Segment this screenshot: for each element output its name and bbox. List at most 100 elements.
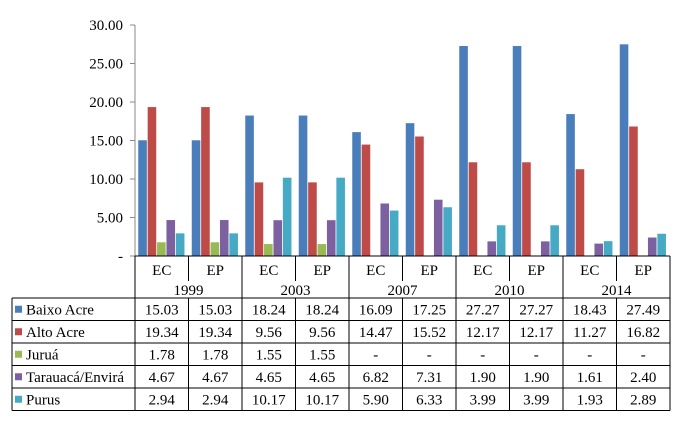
data-label: 1.78 <box>202 347 228 363</box>
x-year-label: 2014 <box>602 283 633 299</box>
data-label: 18.24 <box>252 302 286 318</box>
bar <box>512 46 522 256</box>
legend-label: Tarauacá/Envirá <box>26 370 124 386</box>
data-label: 2.40 <box>630 370 656 386</box>
bar <box>443 207 452 256</box>
data-label: 16.09 <box>359 302 393 318</box>
data-label: 9.56 <box>309 325 336 341</box>
data-label: 18.24 <box>305 302 339 318</box>
x-category-label: EP <box>634 263 652 279</box>
bar <box>317 244 327 256</box>
bars <box>138 44 666 257</box>
bar <box>282 177 292 256</box>
bar <box>166 220 176 256</box>
legend-swatch <box>15 350 22 358</box>
data-label: - <box>534 347 539 363</box>
y-axis: - 5.00 10.00 15.00 20.00 25.00 30.00 <box>89 18 136 265</box>
data-label: - <box>373 347 378 363</box>
data-label: 12.17 <box>519 325 553 341</box>
legend-label: Alto Acre <box>26 325 85 341</box>
legend-swatch <box>15 395 22 403</box>
x-year-label: 2010 <box>495 283 525 299</box>
data-label: 14.47 <box>359 325 393 341</box>
data-label: 2.94 <box>149 392 176 408</box>
data-label: 1.78 <box>149 347 175 363</box>
data-label: 18.43 <box>573 302 607 318</box>
bar <box>175 233 185 256</box>
x-category-label: EP <box>313 263 331 279</box>
bar <box>389 210 399 256</box>
data-label: 1.55 <box>256 347 282 363</box>
bar <box>487 241 497 256</box>
bar <box>352 132 361 256</box>
data-label: 7.31 <box>416 370 442 386</box>
bar <box>308 182 317 256</box>
y-tick-label: 25.00 <box>89 57 123 73</box>
bar <box>147 107 157 256</box>
data-label: 19.34 <box>198 325 232 341</box>
bar <box>361 144 371 256</box>
data-label: 1.55 <box>309 347 335 363</box>
bar <box>273 220 283 256</box>
bar <box>459 46 468 256</box>
bar <box>254 182 264 256</box>
data-label: 19.34 <box>145 325 179 341</box>
bar <box>522 162 531 256</box>
data-label: - <box>587 347 592 363</box>
y-tick-label: 15.00 <box>89 134 123 150</box>
data-label: 2.94 <box>202 392 229 408</box>
data-label: 15.03 <box>145 302 179 318</box>
bar <box>540 241 550 256</box>
data-label: 27.27 <box>466 302 500 318</box>
x-year-label: 2007 <box>388 283 419 299</box>
bar <box>326 220 336 256</box>
y-tick-label: 5.00 <box>97 211 123 227</box>
bar <box>619 44 629 256</box>
bar <box>336 177 345 256</box>
data-label: 17.25 <box>412 302 446 318</box>
y-tick-label: 20.00 <box>89 95 123 111</box>
data-label: - <box>427 347 432 363</box>
legend-label: Baixo Acre <box>26 302 94 318</box>
y-tick-label: 30.00 <box>89 18 123 34</box>
legend-label: Purus <box>26 392 60 408</box>
data-label: 1.90 <box>523 370 549 386</box>
x-category-label: EC <box>152 263 171 279</box>
data-label: 4.67 <box>149 370 176 386</box>
bar <box>380 203 390 256</box>
data-label: 6.82 <box>363 370 389 386</box>
data-label: 5.90 <box>363 392 389 408</box>
bar <box>201 107 210 256</box>
legend-swatch <box>15 305 22 313</box>
bar <box>138 140 147 256</box>
data-label: 3.99 <box>470 392 496 408</box>
legend-swatch <box>15 373 22 381</box>
x-category-label: EC <box>366 263 385 279</box>
data-label: 4.67 <box>202 370 229 386</box>
bar <box>157 242 166 256</box>
bar <box>550 225 559 256</box>
bar <box>629 126 638 257</box>
bar <box>566 114 575 256</box>
bar <box>219 220 229 256</box>
x-category-label: EP <box>206 263 224 279</box>
x-year-label: 1999 <box>174 283 204 299</box>
data-label: 11.27 <box>573 325 607 341</box>
bar <box>405 123 415 257</box>
bar <box>657 233 666 256</box>
data-label: 16.82 <box>626 325 660 341</box>
data-label: 27.49 <box>626 302 660 318</box>
data-label: 4.65 <box>309 370 335 386</box>
bar <box>433 199 443 256</box>
bar <box>245 115 254 256</box>
data-label: 1.61 <box>577 370 603 386</box>
bar <box>415 136 424 256</box>
x-category-label: EC <box>259 263 278 279</box>
data-label: 3.99 <box>523 392 549 408</box>
data-label: 27.27 <box>519 302 553 318</box>
data-label: 4.65 <box>256 370 282 386</box>
legend-label: Juruá <box>26 347 59 363</box>
x-category-label: EC <box>580 263 599 279</box>
x-category-label: EP <box>527 263 545 279</box>
